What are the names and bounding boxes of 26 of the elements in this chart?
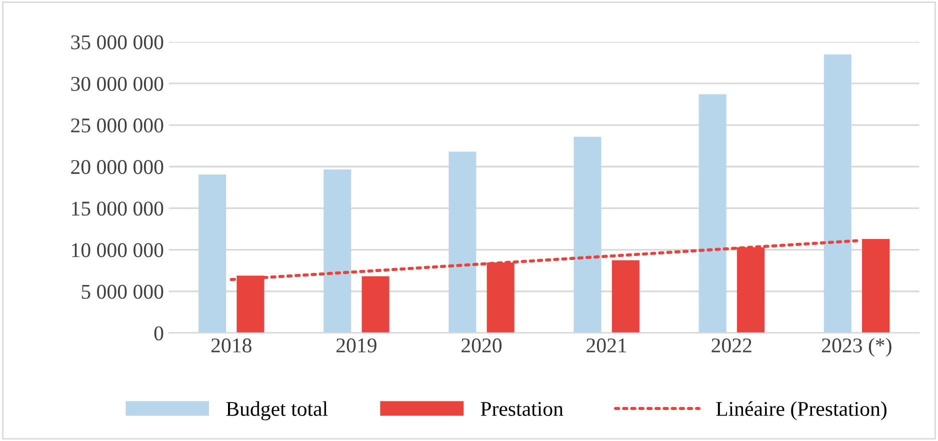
bar	[448, 152, 476, 333]
bar	[362, 276, 390, 333]
y-tick-label: 30 000 000	[71, 76, 164, 91]
legend-label: Prestation	[480, 402, 564, 416]
bar	[612, 260, 640, 333]
y-tick-label: 35 000 000	[71, 35, 164, 50]
bar	[324, 169, 352, 333]
x-tick-label: 2018	[211, 338, 252, 352]
y-tick-label: 0	[154, 326, 164, 340]
y-tick-label: 5 000 000	[82, 284, 164, 299]
legend-label: Budget total	[226, 401, 328, 420]
bar	[574, 136, 602, 333]
bar	[824, 54, 852, 333]
bar	[698, 94, 726, 333]
legend-label: Linéaire (Prestation)	[716, 401, 886, 420]
y-tick-label: 15 000 000	[72, 202, 164, 216]
x-tick-label: 2021	[586, 338, 626, 352]
bar	[862, 238, 890, 333]
bar	[198, 174, 226, 333]
x-tick-label: 2020	[462, 338, 502, 352]
y-tick-label: 20 000 000	[71, 160, 164, 174]
x-tick-label: 2019	[336, 338, 376, 352]
y-tick-label: 10 000 000	[72, 243, 164, 258]
y-tick-label: 25 000 000	[71, 118, 164, 132]
x-tick-label: 2022	[712, 338, 752, 352]
x-tick-label: 2023 (*)	[822, 338, 892, 357]
